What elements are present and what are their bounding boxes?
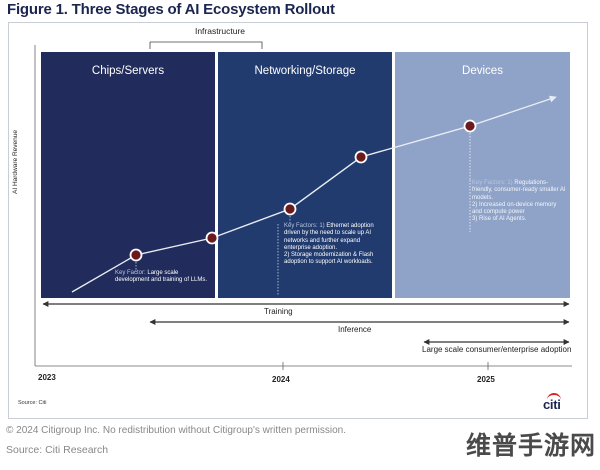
stage-title-chips: Chips/Servers [91, 65, 165, 77]
stage-panel-chips: Chips/Servers [41, 52, 215, 298]
adoption-label: Large scale consumer/enterprise adoption [422, 345, 572, 354]
milestone-node [354, 150, 368, 164]
watermark: 维普手游网 [466, 431, 597, 460]
logo-arc-icon [547, 393, 561, 401]
stage-title-devices: Devices [462, 65, 503, 77]
milestone-node [205, 231, 219, 245]
infrastructure-bracket [149, 41, 263, 49]
inference-label: Inference [338, 325, 372, 334]
note-devices-line1: Regulations-friendly, consumer-ready sma… [472, 180, 566, 201]
footer-source: Source: Citi Research [6, 444, 109, 456]
stage-title-networking: Networking/Storage [254, 65, 356, 77]
stage-panel-devices: Devices [395, 52, 570, 298]
note-devices-line2: 2) Increased on-device memory and comput… [472, 201, 557, 216]
note-chips-text: Large scale development and training of … [115, 270, 208, 284]
x-tick-2024: 2024 [272, 375, 290, 384]
milestone-node [129, 248, 143, 262]
footer-copyright: © 2024 Citigroup Inc. No redistribution … [6, 425, 346, 436]
note-chips: Key Factor: Large scale development and … [115, 270, 213, 285]
x-tick-2025: 2025 [477, 375, 495, 384]
milestone-node [463, 119, 477, 133]
stage-panel-networking: Networking/Storage [218, 52, 392, 298]
training-label: Training [264, 307, 293, 316]
note-networking: Key Factors: 1) Ethernet adoption driven… [284, 223, 384, 267]
infrastructure-label: Infrastructure [194, 26, 246, 36]
figure-title: Figure 1. Three Stages of AI Ecosystem R… [7, 1, 335, 18]
citi-logo: citi [543, 393, 561, 412]
note-devices-key: Key Factors: 1) [472, 180, 513, 186]
inner-source-note: Source: Citi [18, 400, 47, 406]
note-networking-key: Key Factors: 1) [284, 223, 325, 229]
milestone-node [283, 202, 297, 216]
x-tick-2023: 2023 [38, 373, 56, 382]
note-chips-key: Key Factor: [115, 270, 146, 276]
note-networking-line2: 2) Storage modernization & Flash adoptio… [284, 252, 374, 266]
note-devices: Key Factors: 1) Regulations-friendly, co… [472, 180, 566, 224]
note-devices-line3: 3) Rise of AI Agents. [472, 216, 527, 223]
note-networking-line1: Ethernet adoption driven by the need to … [284, 223, 374, 251]
